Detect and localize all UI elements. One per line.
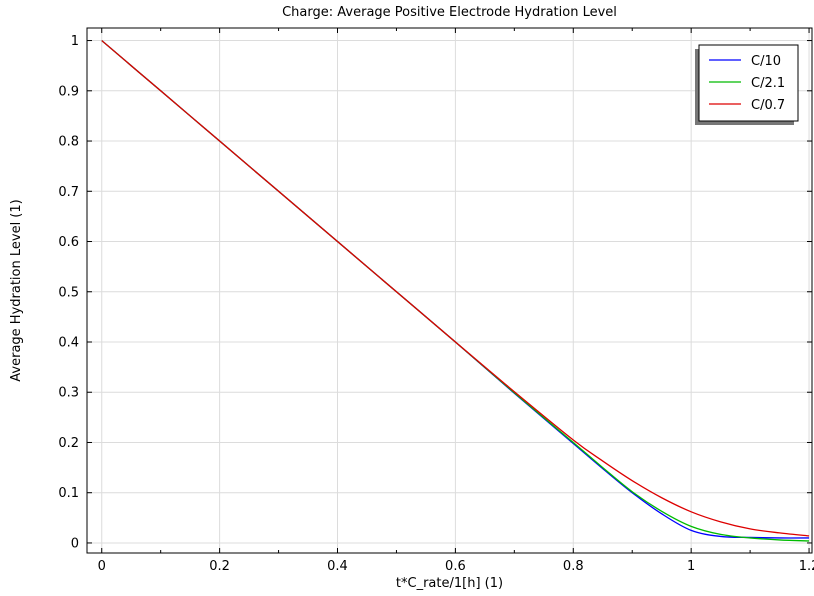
x-tick-label: 0.6 [445,559,466,574]
y-tick-label: 0.8 [58,135,79,150]
x-tick-label: 0 [98,559,106,574]
series-line-3 [101,40,810,537]
y-tick-label: 0.4 [58,335,79,350]
x-tick-label: 1 [687,559,695,574]
y-tick-label: 0.6 [58,235,79,250]
y-tick-label: 0 [71,536,79,551]
legend: C/10 C/2.1 C/0.7 [695,44,799,125]
chart-title: Charge: Average Positive Electrode Hydra… [282,5,617,20]
y-tick-label: 0.2 [58,436,79,451]
legend-label: C/10 [751,54,781,69]
plot-frame [86,27,813,554]
grid-layer [87,28,812,553]
y-tick-label: 1 [71,34,79,49]
y-tick-label: 0.9 [58,84,79,99]
y-tick-label: 0.5 [58,285,79,300]
series-layer [101,40,810,542]
legend-label: C/2.1 [751,76,785,91]
x-tick-label: 1.2 [799,559,814,574]
legend-box [698,44,799,122]
axes-layer: 0 0.2 0.4 0.6 0.8 1 1.2 0 0.1 0.2 0.3 0.4 0.5 0.6 0.7 0… [58,27,814,574]
x-tick-label: 0.8 [563,559,584,574]
y-tick-label: 0.7 [58,185,79,200]
legend-label: C/0.7 [751,98,785,113]
x-axis-title: t*C_rate/1[h] (1) [396,576,503,591]
y-tick-label: 0.3 [58,386,79,401]
x-tick-label: 0.4 [327,559,348,574]
x-tick-label: 0.2 [209,559,230,574]
y-tick-label: 0.1 [58,486,79,501]
y-axis-title: Average Hydration Level (1) [9,199,24,381]
